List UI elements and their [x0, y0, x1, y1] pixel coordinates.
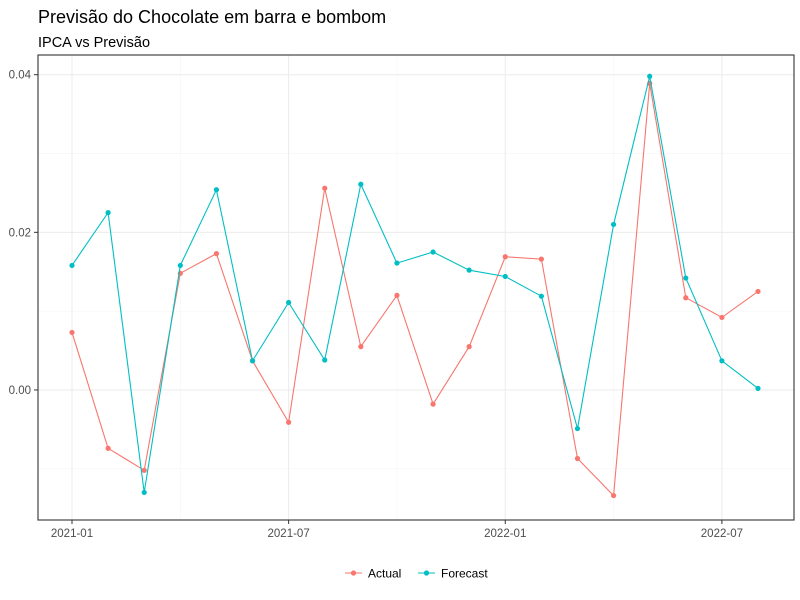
y-tick-label: 0.04 — [9, 70, 32, 82]
actual-point — [69, 329, 75, 336]
actual-point — [105, 445, 111, 451]
forecast-point — [69, 262, 75, 269]
actual-point — [574, 455, 581, 462]
forecast-point — [358, 181, 364, 187]
x-tick-label: 2021-01 — [51, 528, 93, 540]
forecast-point — [105, 210, 111, 216]
legend-label-actual: Actual — [368, 567, 401, 581]
chart-subtitle: IPCA vs Previsão — [38, 35, 150, 51]
forecast-point — [466, 267, 472, 273]
actual-point — [466, 344, 472, 350]
actual-point — [141, 467, 147, 473]
legend: Actual Forecast — [345, 567, 488, 581]
x-tick-label: 2021-07 — [268, 528, 310, 540]
actual-point — [719, 314, 725, 321]
forecast-point — [538, 293, 544, 299]
forecast-line — [71, 76, 759, 493]
actual-point — [286, 419, 292, 425]
forecast-point — [213, 187, 220, 193]
actual-line — [71, 83, 759, 497]
forecast-point — [394, 260, 400, 266]
actual-point — [394, 292, 400, 298]
actual-point — [213, 251, 220, 257]
plot-panel-border — [37, 54, 795, 521]
forecast-point — [141, 489, 147, 496]
actual-point — [538, 256, 544, 262]
actual-point — [358, 344, 364, 350]
forecast-point — [502, 273, 508, 280]
forecast-point — [574, 425, 581, 432]
actual-legend-key-point — [350, 570, 357, 576]
axes: 0.00 0.02 0.04 2021-01 2021-07 2022-01 2022-07 — [9, 70, 743, 540]
forecast-point — [286, 299, 292, 306]
forecast-point — [322, 357, 328, 363]
actual-point — [322, 185, 328, 191]
forecast-point — [719, 358, 725, 364]
actual-point — [502, 254, 508, 260]
actual-point — [683, 295, 689, 301]
y-tick-label: 0.02 — [9, 227, 31, 239]
legend-label-forecast: Forecast — [441, 567, 488, 581]
actual-point — [610, 492, 617, 499]
grid — [38, 55, 794, 520]
forecast-point — [683, 275, 689, 281]
forecast-point — [755, 385, 761, 391]
actual-point — [755, 288, 761, 295]
plot-series — [69, 73, 761, 499]
forecast-point — [249, 358, 256, 364]
forecast-legend-key-point — [423, 570, 430, 576]
x-tick-label: 2022-07 — [701, 528, 743, 540]
forecast-point — [610, 221, 617, 228]
forecast-point — [647, 73, 653, 79]
actual-point — [430, 401, 436, 407]
forecast-point — [430, 249, 436, 255]
x-tick-label: 2022-01 — [484, 528, 526, 540]
forecast-point — [177, 262, 183, 269]
y-tick-label: 0.00 — [9, 385, 31, 397]
chart-title: Previsão do Chocolate em barra e bombom — [38, 7, 386, 27]
